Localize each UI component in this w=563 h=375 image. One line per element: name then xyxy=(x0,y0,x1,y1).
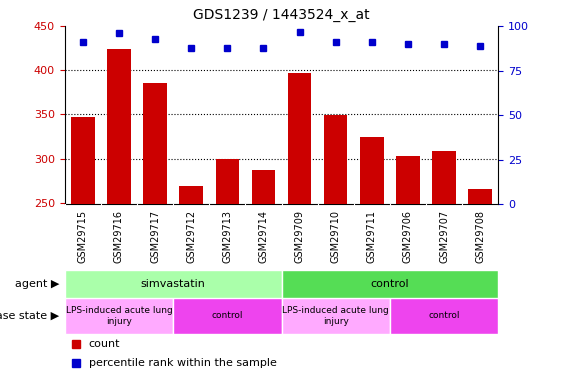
Text: control: control xyxy=(370,279,409,289)
Bar xyxy=(144,82,167,204)
Bar xyxy=(324,116,347,204)
Text: GSM29711: GSM29711 xyxy=(367,210,377,262)
Bar xyxy=(216,159,239,204)
Text: count: count xyxy=(88,339,120,349)
Text: LPS-induced acute lung
injury: LPS-induced acute lung injury xyxy=(65,306,172,326)
Bar xyxy=(432,152,456,204)
Bar xyxy=(65,298,173,334)
Bar xyxy=(107,49,131,204)
Bar xyxy=(468,189,492,204)
Bar xyxy=(282,270,498,298)
Text: GSM29707: GSM29707 xyxy=(439,210,449,263)
Text: percentile rank within the sample: percentile rank within the sample xyxy=(88,358,276,368)
Text: GSM29708: GSM29708 xyxy=(475,210,485,262)
Bar xyxy=(390,298,498,334)
Bar xyxy=(360,137,383,204)
Text: GSM29710: GSM29710 xyxy=(330,210,341,262)
Text: GSM29714: GSM29714 xyxy=(258,210,269,262)
Text: GSM29712: GSM29712 xyxy=(186,210,196,263)
Text: control: control xyxy=(212,311,243,320)
Text: GSM29706: GSM29706 xyxy=(403,210,413,262)
Text: disease state ▶: disease state ▶ xyxy=(0,311,59,321)
Text: simvastatin: simvastatin xyxy=(141,279,205,289)
Text: GSM29717: GSM29717 xyxy=(150,210,160,263)
Text: GSM29716: GSM29716 xyxy=(114,210,124,262)
Bar xyxy=(65,270,282,298)
Text: GSM29709: GSM29709 xyxy=(294,210,305,262)
Text: agent ▶: agent ▶ xyxy=(15,279,59,289)
Bar xyxy=(173,298,282,334)
Bar xyxy=(71,117,95,204)
Text: control: control xyxy=(428,311,460,320)
Title: GDS1239 / 1443524_x_at: GDS1239 / 1443524_x_at xyxy=(193,9,370,22)
Bar xyxy=(180,186,203,204)
Bar xyxy=(288,73,311,204)
Bar xyxy=(396,156,419,204)
Text: LPS-induced acute lung
injury: LPS-induced acute lung injury xyxy=(282,306,389,326)
Text: GSM29715: GSM29715 xyxy=(78,210,88,263)
Text: GSM29713: GSM29713 xyxy=(222,210,233,262)
Bar xyxy=(252,170,275,204)
Bar xyxy=(282,298,390,334)
